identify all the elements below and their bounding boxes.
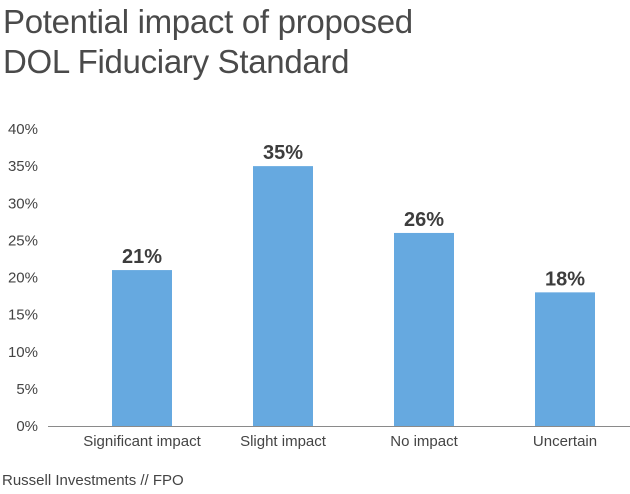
bar [535,292,595,426]
y-tick-label: 20% [8,270,38,287]
category-label: Significant impact [83,433,201,450]
chart-title-line-1: Potential impact of proposed [3,3,413,40]
category-label: Slight impact [240,433,327,450]
y-tick-label: 15% [8,307,38,324]
y-tick-label: 35% [8,158,38,175]
y-axis-ticks: 0% 5% 10% 15% 20% 25% 30% 35% 40% [8,121,38,435]
data-labels: 21% 35% 26% 18% [122,142,585,290]
chart-title: Potential impact of proposed DOL Fiducia… [3,2,623,82]
category-labels: Significant impact Slight impact No impact… [83,433,597,450]
y-tick-label: 5% [16,381,38,398]
y-tick-label: 25% [8,232,38,249]
category-label: No impact [390,433,458,450]
category-label: Uncertain [533,433,597,450]
chart-title-line-2: DOL Fiduciary Standard [3,43,350,80]
bar [253,166,313,426]
bars [112,166,595,426]
bar [394,232,454,426]
y-tick-label: 10% [8,344,38,361]
source-note: Russell Investments // FPO [2,472,184,489]
data-label: 21% [122,246,162,268]
y-tick-label: 30% [8,195,38,212]
data-label: 35% [263,142,303,164]
bar [112,270,172,426]
y-tick-label: 0% [16,418,38,435]
y-tick-label: 40% [8,121,38,138]
data-label: 26% [404,209,444,231]
data-label: 18% [545,268,585,290]
